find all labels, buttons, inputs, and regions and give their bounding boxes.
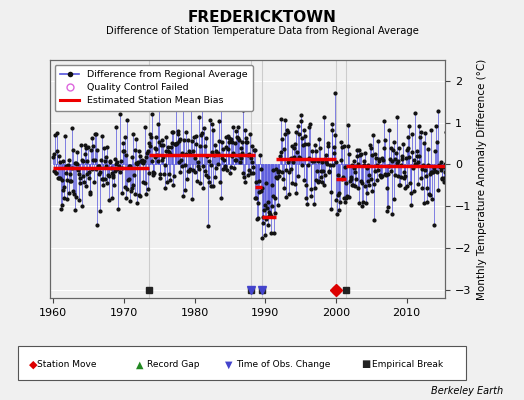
Legend: Difference from Regional Average, Quality Control Failed, Estimated Station Mean: Difference from Regional Average, Qualit… (54, 65, 253, 111)
Text: Time of Obs. Change: Time of Obs. Change (236, 360, 330, 369)
Text: Station Move: Station Move (37, 360, 96, 369)
Text: ◆: ◆ (29, 360, 37, 370)
Text: ▼: ▼ (225, 360, 233, 370)
Y-axis label: Monthly Temperature Anomaly Difference (°C): Monthly Temperature Anomaly Difference (… (477, 58, 487, 300)
Text: FREDERICKTOWN: FREDERICKTOWN (188, 10, 336, 25)
Text: ▲: ▲ (136, 360, 144, 370)
Text: ■: ■ (362, 360, 371, 370)
Text: Record Gap: Record Gap (147, 360, 199, 369)
Text: Empirical Break: Empirical Break (372, 360, 443, 369)
Text: Berkeley Earth: Berkeley Earth (431, 386, 503, 396)
Text: Difference of Station Temperature Data from Regional Average: Difference of Station Temperature Data f… (105, 26, 419, 36)
